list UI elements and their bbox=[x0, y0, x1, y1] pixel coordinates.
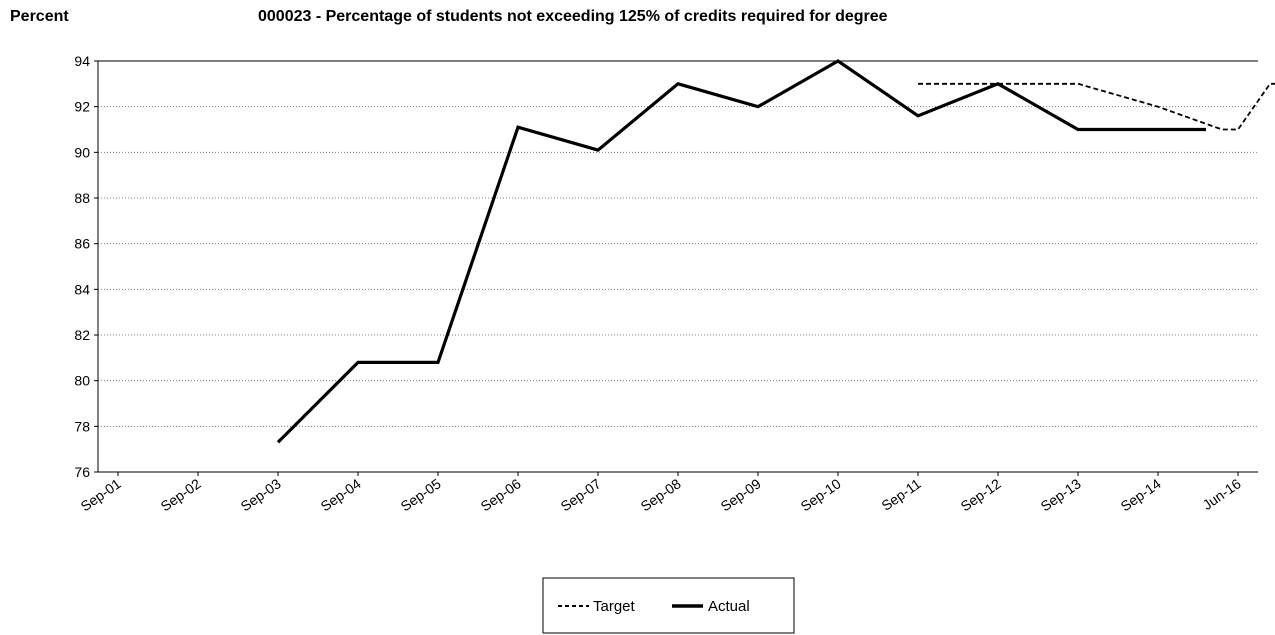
y-tick-label: 80 bbox=[74, 373, 90, 389]
y-tick-label: 86 bbox=[74, 236, 90, 252]
x-tick-label: Sep-10 bbox=[798, 475, 844, 514]
series-lines bbox=[276, 59, 1275, 444]
x-tick-label: Sep-07 bbox=[558, 475, 604, 514]
y-axis-label: Percent bbox=[10, 8, 69, 25]
legend-box bbox=[542, 577, 795, 634]
y-tick-labels: 76 78 80 82 84 86 88 90 92 94 bbox=[74, 53, 98, 480]
x-tick-label: Sep-06 bbox=[478, 475, 524, 514]
x-tick-label: Sep-12 bbox=[958, 475, 1004, 514]
legend-target-label: Target bbox=[593, 598, 636, 615]
x-tick-label: Sep-11 bbox=[878, 475, 923, 514]
y-tick-label: 82 bbox=[74, 327, 90, 343]
x-tick-label: Sep-13 bbox=[1038, 475, 1084, 514]
y-tick-label: 90 bbox=[74, 144, 90, 160]
x-tick-label: Sep-01 bbox=[78, 475, 124, 514]
y-tick-label: 78 bbox=[74, 418, 90, 434]
x-tick-label: Sep-14 bbox=[1118, 475, 1164, 514]
chart-title: 000023 - Percentage of students not exce… bbox=[258, 8, 888, 25]
axes bbox=[97, 60, 1258, 473]
legend-actual-label: Actual bbox=[708, 598, 750, 615]
y-tick-label: 88 bbox=[74, 190, 90, 206]
y-tick-label: 92 bbox=[74, 99, 90, 115]
x-tick-label: Sep-04 bbox=[318, 475, 364, 514]
x-tick-label: Sep-09 bbox=[718, 475, 764, 514]
x-tick-label: Sep-02 bbox=[158, 475, 204, 514]
x-tick-label: Jun-16 bbox=[1199, 475, 1243, 513]
x-tick-label: Sep-05 bbox=[398, 475, 444, 514]
y-tick-label: 76 bbox=[74, 464, 90, 480]
actual-series-line bbox=[276, 59, 1206, 444]
x-tick-label: Sep-08 bbox=[638, 475, 684, 514]
x-tick-label: Sep-03 bbox=[238, 475, 284, 514]
legend: Target Actual bbox=[542, 577, 795, 634]
y-tick-label: 84 bbox=[74, 281, 90, 297]
gridlines bbox=[98, 106, 1258, 427]
x-tick-labels: Sep-01 Sep-02 Sep-03 Sep-04 Sep-05 Sep-06 Sep-… bbox=[78, 472, 1244, 514]
y-tick-label: 94 bbox=[74, 53, 90, 69]
